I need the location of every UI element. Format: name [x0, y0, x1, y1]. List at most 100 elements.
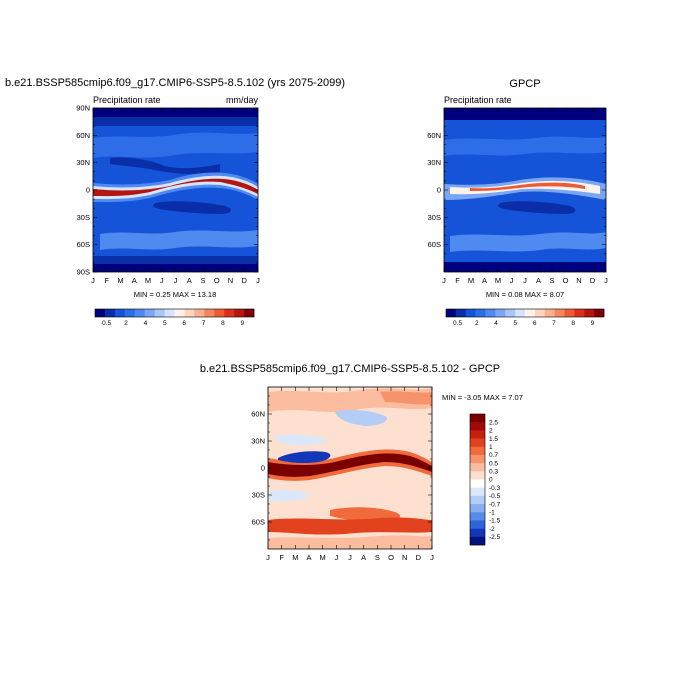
colorbar-label: 0.5 [102, 320, 111, 327]
colorbar-label: 1 [489, 444, 493, 451]
diff-south-pos [330, 507, 401, 521]
colorbar-swatch [470, 414, 485, 423]
panel-diff-field [268, 387, 432, 549]
x-tick-label: A [132, 276, 137, 285]
x-tick-label: J [430, 553, 434, 562]
colorbar-swatch [470, 454, 485, 464]
x-tick-label: F [455, 276, 460, 285]
x-tick-label: J [334, 553, 338, 562]
y-tick-label: 0 [261, 464, 265, 473]
colorbar-swatch [594, 309, 605, 317]
model-dry-north [110, 157, 220, 175]
diff-storm-pos [268, 517, 432, 535]
panel-model-minmax: MIN = 0.25 MAX = 13.18 [134, 290, 217, 299]
colorbar-swatch [465, 309, 476, 317]
colorbar-swatch [470, 528, 485, 538]
colorbar-label: -2.5 [489, 534, 501, 541]
colorbar-swatch [234, 309, 245, 317]
colorbar-label: 4 [144, 320, 148, 327]
colorbar-swatch [470, 422, 485, 431]
colorbar-swatch [485, 309, 496, 317]
y-tick-label: 30N [427, 158, 441, 167]
colorbar-frame [445, 308, 605, 318]
y-tick-label: 30S [252, 491, 265, 500]
gpcp-storm-south [450, 232, 606, 252]
colorbar-label: -1 [489, 509, 495, 516]
colorbar-label: 2 [124, 320, 128, 327]
x-tick-label: J [348, 553, 352, 562]
x-tick-label: J [442, 276, 446, 285]
colorbar-swatch [584, 309, 595, 317]
colorbar-swatch [104, 309, 116, 317]
x-tick-label: D [590, 276, 596, 285]
x-tick-label: N [228, 276, 233, 285]
x-tick-label: J [160, 276, 164, 285]
y-tick-label: 60S [428, 240, 441, 249]
colorbar-swatch [534, 309, 546, 317]
y-tick-label: 60N [427, 131, 441, 140]
colorbar-swatch [470, 438, 485, 448]
panel-diff-minmax: MIN = -3.05 MAX = 7.07 [442, 393, 523, 402]
panel-model-colorbar: 0.5 2 4 5 6 7 8 9 [94, 308, 255, 327]
colorbar-label: 2 [489, 428, 493, 435]
x-tick-label: J [266, 553, 270, 562]
colorbar-label: 8 [221, 320, 225, 327]
x-tick-label: F [279, 553, 284, 562]
colorbar-swatch [154, 309, 165, 317]
colorbar-label: 6 [182, 320, 186, 327]
colorbar-label: 6 [533, 320, 537, 327]
colorbar-label: -0.7 [489, 501, 501, 508]
panel-model-title: b.e21.BSSP585cmip6.f09_g17.CMIP6-SSP5-8.… [5, 77, 345, 89]
diff-equator-neg [278, 451, 331, 464]
x-tick-label: J [91, 276, 95, 285]
colorbar-label: -0.5 [489, 493, 501, 500]
colorbar-swatch [470, 512, 485, 521]
y-tick-label: 0 [86, 186, 90, 195]
colorbar-label: 7 [202, 320, 206, 327]
colorbar-label: 2.5 [489, 419, 498, 426]
colorbar-swatch [554, 309, 565, 317]
model-dry-south [153, 201, 232, 214]
model-storm-south [100, 230, 258, 250]
colorbar-swatch [475, 309, 486, 317]
gpcp-itcz [470, 182, 585, 191]
panel-diff: b.e21.BSSP585cmip6.f09_g17.CMIP6-SSP5-8.… [200, 363, 523, 562]
x-tick-label: A [361, 553, 366, 562]
colorbar-swatch [495, 309, 506, 317]
gpcp-polar-south [444, 262, 606, 272]
x-tick-label: D [242, 276, 248, 285]
colorbar-swatch [544, 309, 555, 317]
x-tick-label: O [563, 276, 569, 285]
x-tick-label: M [292, 553, 298, 562]
colorbar-swatch [525, 309, 536, 317]
colorbar-label: 5 [514, 320, 518, 327]
panel-gpcp-title: GPCP [509, 78, 540, 90]
panel-gpcp: GPCP Precipitation rate J F M A M J J A S O N D J60N… [427, 78, 608, 327]
x-tick-label: F [104, 276, 109, 285]
colorbar-swatch [470, 479, 485, 488]
colorbar-swatch [164, 309, 175, 317]
colorbar-label: 1.5 [489, 436, 498, 443]
colorbar-label: 0 [489, 477, 493, 484]
colorbar-swatch [144, 309, 155, 317]
colorbar-swatch [204, 309, 215, 317]
colorbar-swatch [174, 309, 185, 317]
colorbar-swatch [224, 309, 235, 317]
panel-gpcp-left-label: Precipitation rate [444, 95, 512, 105]
x-tick-label: S [549, 276, 554, 285]
colorbar-label: 0.5 [489, 460, 498, 467]
colorbar-swatch [134, 309, 145, 317]
panel-diff-colorbar: 2.5 21.510.70.5 0.30-0.3-0.5-0.7-1 -1.5-2-2… [469, 413, 501, 546]
colorbar-label: 9 [591, 320, 595, 327]
x-tick-label: A [187, 276, 192, 285]
colorbar-frame [469, 413, 486, 546]
colorbar-label: 7 [552, 320, 556, 327]
colorbar-label: 5 [163, 320, 167, 327]
colorbar-swatch [470, 520, 485, 529]
x-tick-label: A [536, 276, 541, 285]
panel-model-left-label: Precipitation rate [93, 95, 161, 105]
y-tick-label: 60S [252, 518, 265, 527]
colorbar-label: 0.3 [489, 469, 498, 476]
colorbar-swatch [214, 309, 225, 317]
colorbar-label: 4 [494, 320, 498, 327]
